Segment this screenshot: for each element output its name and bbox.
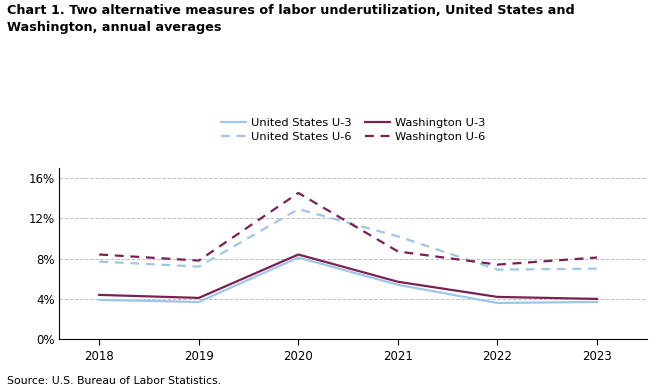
Line: United States U-6: United States U-6 [99,209,597,269]
Line: Washington U-3: Washington U-3 [99,255,597,299]
United States U-3 [494,301,502,305]
Washington U-3 [294,252,302,257]
Washington U-3 [394,279,402,284]
United States U-6 [593,266,601,271]
United States U-6 [394,234,402,239]
Washington U-3 [95,292,103,297]
Washington U-6 [394,249,402,254]
Washington U-6 [294,191,302,195]
Washington U-6 [593,255,601,260]
Line: Washington U-6: Washington U-6 [99,193,597,264]
Text: Chart 1. Two alternative measures of labor underutilization, United States and
W: Chart 1. Two alternative measures of lab… [7,4,574,34]
Legend: United States U-3, United States U-6, Washington U-3, Washington U-6: United States U-3, United States U-6, Wa… [221,119,485,142]
United States U-6 [195,264,203,269]
Washington U-3 [195,296,203,300]
United States U-3 [593,300,601,304]
Washington U-6 [195,258,203,263]
United States U-3 [195,300,203,304]
Washington U-6 [494,262,502,267]
United States U-6 [95,259,103,264]
Washington U-6 [95,252,103,257]
United States U-6 [294,207,302,211]
Washington U-3 [494,294,502,299]
Line: United States U-3: United States U-3 [99,257,597,303]
United States U-3 [294,255,302,260]
United States U-6 [494,267,502,272]
United States U-3 [95,298,103,302]
United States U-3 [394,282,402,287]
Text: Source: U.S. Bureau of Labor Statistics.: Source: U.S. Bureau of Labor Statistics. [7,376,220,386]
Washington U-3 [593,296,601,301]
